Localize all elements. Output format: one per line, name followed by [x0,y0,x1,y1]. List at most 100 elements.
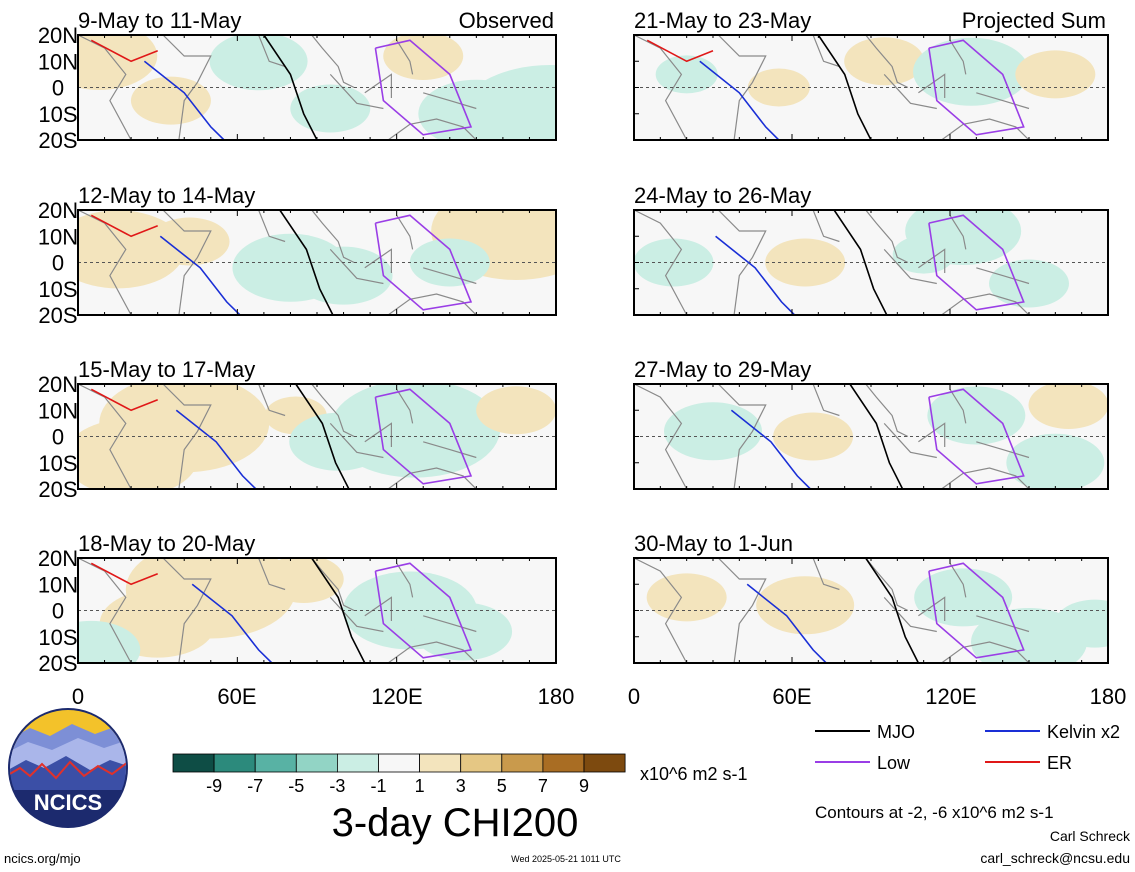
anomaly-contour [209,35,308,91]
panel-period-label: 21-May to 23-May [634,8,811,33]
index-contour [699,60,780,140]
coastline [717,210,767,315]
coastline [364,73,392,98]
anomaly-contour [294,246,393,305]
anomaly-contour [476,386,556,435]
x-tick-label: 180 [1090,684,1127,709]
legend-label: ER [1047,753,1072,773]
colorbar-swatch [419,753,462,773]
panel-grid: 9-May to 11-May Observed20N10N010S20S12-M… [38,8,1109,676]
index-contour [374,39,473,136]
x-tick-label: 180 [538,684,575,709]
colorbar-label: -3 [329,776,345,796]
coastline [311,210,355,264]
x-tick-labels-right: 0 60E 120E 180 [628,684,1126,709]
coastline [976,441,1030,459]
panel-tag-label: Projected Sum [962,8,1106,33]
index-contour [90,562,158,586]
anomaly-contour [1006,433,1105,489]
y-tick-label: 10N [38,398,78,423]
index-contour [374,562,473,659]
x-tick-label: 60E [217,684,256,709]
y-tick-label: 10S [38,277,77,302]
coastline [634,210,688,315]
coastline [311,384,355,438]
coastline [865,210,909,264]
coastline [311,35,355,89]
y-tick-label: 20N [38,372,78,397]
panel-period-label: 18-May to 20-May [78,531,255,556]
coastline [634,384,688,489]
panel-period-label: 9-May to 11-May [78,8,241,33]
y-tick-label: 20S [38,128,77,153]
coastline [423,441,477,459]
panel-period-label: 27-May to 29-May [634,357,811,382]
coastline [883,422,937,459]
coastline [78,35,132,140]
index-contour [833,210,888,315]
y-tick-label: 0 [52,251,64,276]
coastline [976,615,1030,633]
coastline [940,293,1030,315]
coastline [940,118,1030,140]
x-tick-label: 120E [371,684,422,709]
y-tick-label: 20N [38,198,78,223]
anomaly-contour [130,76,211,125]
index-contour [374,214,473,311]
colorbar-swatch [460,753,503,773]
coastline [918,248,946,273]
anomaly-contour [78,35,158,90]
anomaly-contour [765,238,846,287]
anomaly-contour [646,573,727,622]
footer-timestamp: Wed 2025-05-21 1011 UTC [511,854,621,864]
anomaly-contour [78,620,141,663]
coastline [778,35,840,68]
index-contour [175,409,257,489]
colorbar-swatch [542,753,585,773]
coastline [329,73,384,110]
coastline [396,39,414,75]
index-contour [90,388,158,412]
coastline [918,422,946,447]
colorbar-swatch [378,753,420,773]
coastline [387,641,477,663]
coastline [423,267,477,285]
anomaly-contour [263,558,344,603]
anomaly-contour [664,402,762,461]
coastline [918,596,946,621]
coastline [949,388,967,424]
coastline [162,210,212,315]
coastline [717,558,767,663]
coastline [865,35,909,89]
coastline [940,641,1030,663]
index-contour [159,235,241,315]
coastline [224,210,286,243]
anomaly-contour [383,35,464,80]
coastline [364,422,392,447]
panel-period-label: 12-May to 14-May [78,183,255,208]
coastline [778,558,840,591]
coastline [329,596,384,633]
coastline [883,73,937,110]
panel-period-label: 30-May to 1-Jun [634,531,793,556]
index-contour [730,409,811,489]
x-tick-label: 120E [925,684,976,709]
colorbar-label: 5 [497,776,507,796]
coastline [778,210,840,243]
coastline [387,467,477,489]
coastline [78,384,132,489]
index-contour [746,583,827,663]
index-contour [90,214,158,238]
colorbar-swatch [583,753,626,773]
coastline [311,558,355,612]
colorbar-label: 7 [538,776,548,796]
coastline [387,118,477,140]
coastline [883,596,937,633]
coastline [396,214,414,250]
chart-title: 3-day CHI200 [332,801,579,845]
anomaly-contour [773,412,854,461]
panel-tag-label: Observed [459,8,554,33]
